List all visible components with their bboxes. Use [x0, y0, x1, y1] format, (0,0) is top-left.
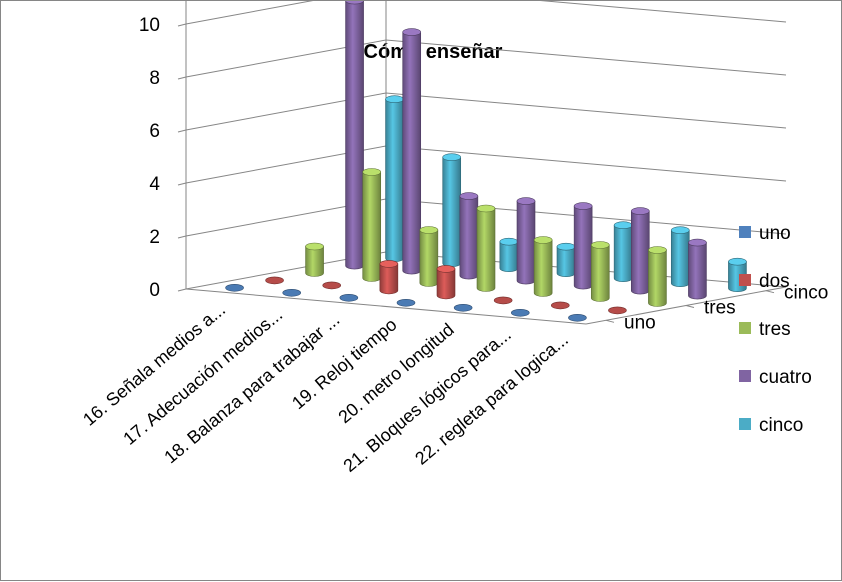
y-tick-label: 2	[149, 227, 160, 248]
bar	[608, 306, 627, 315]
bar	[385, 95, 404, 262]
bar	[419, 226, 439, 287]
legend-label: cinco	[759, 415, 803, 436]
bar	[225, 283, 244, 292]
legend-label: uno	[759, 223, 791, 244]
bar	[339, 293, 359, 302]
legend-swatch	[739, 274, 751, 286]
bar	[590, 241, 610, 302]
bar	[305, 242, 324, 277]
bar	[402, 28, 422, 275]
legend-swatch	[739, 322, 751, 334]
bar	[362, 168, 382, 282]
bar	[476, 204, 496, 292]
depth-tick	[605, 319, 615, 323]
y-tick	[177, 76, 187, 80]
depth-tick	[685, 305, 695, 308]
bar	[499, 237, 519, 272]
legend: uno dos tres cuatro cinco	[739, 223, 812, 436]
bar	[396, 298, 416, 307]
legend-label: cuatro	[759, 367, 812, 388]
legend-label: tres	[759, 319, 791, 340]
depth-axis-label: uno	[624, 312, 656, 333]
bar	[670, 226, 690, 287]
bar	[688, 238, 707, 300]
bar	[573, 202, 593, 290]
bar	[322, 281, 342, 290]
bar	[453, 303, 473, 312]
y-tick-label: 4	[149, 174, 160, 195]
y-tick-label: 8	[149, 68, 160, 89]
category-label: 20. metro longitud	[334, 319, 457, 427]
bar	[556, 242, 576, 277]
bar	[630, 207, 650, 295]
bar	[533, 236, 553, 297]
bar	[550, 301, 570, 310]
y-tick-label: 6	[149, 121, 160, 142]
gridline	[185, 1, 787, 25]
y-tick-label: 0	[149, 280, 160, 301]
floor-edge-front	[185, 288, 587, 325]
legend-label: dos	[759, 271, 790, 292]
category-label: 19. Reloj tiempo	[288, 314, 401, 413]
y-tick	[177, 288, 187, 292]
bar	[510, 308, 530, 317]
depth-axis-label: cinco	[784, 283, 828, 304]
y-tick	[177, 182, 187, 186]
bar	[282, 288, 302, 297]
y-tick-label: 10	[139, 15, 160, 36]
y-tick	[177, 23, 187, 27]
legend-swatch	[739, 226, 751, 238]
bar	[613, 221, 633, 282]
legend-swatch	[739, 370, 751, 382]
bar	[379, 260, 399, 295]
bar	[265, 276, 284, 285]
legend-swatch	[739, 418, 751, 430]
bar	[459, 192, 479, 280]
bar	[648, 246, 667, 307]
bar	[493, 296, 513, 305]
gridline	[185, 92, 787, 131]
chart-title: Cómo enseñar	[364, 41, 503, 63]
bars-layer	[225, 1, 747, 322]
bar	[516, 197, 536, 285]
depth-tick	[765, 290, 775, 294]
depth-axis-label: tres	[704, 298, 736, 319]
gridline	[185, 145, 787, 184]
y-tick	[177, 129, 187, 133]
bar	[568, 313, 587, 322]
bar	[442, 153, 462, 267]
bar	[436, 265, 456, 300]
y-tick	[177, 235, 187, 239]
bar	[345, 1, 364, 270]
